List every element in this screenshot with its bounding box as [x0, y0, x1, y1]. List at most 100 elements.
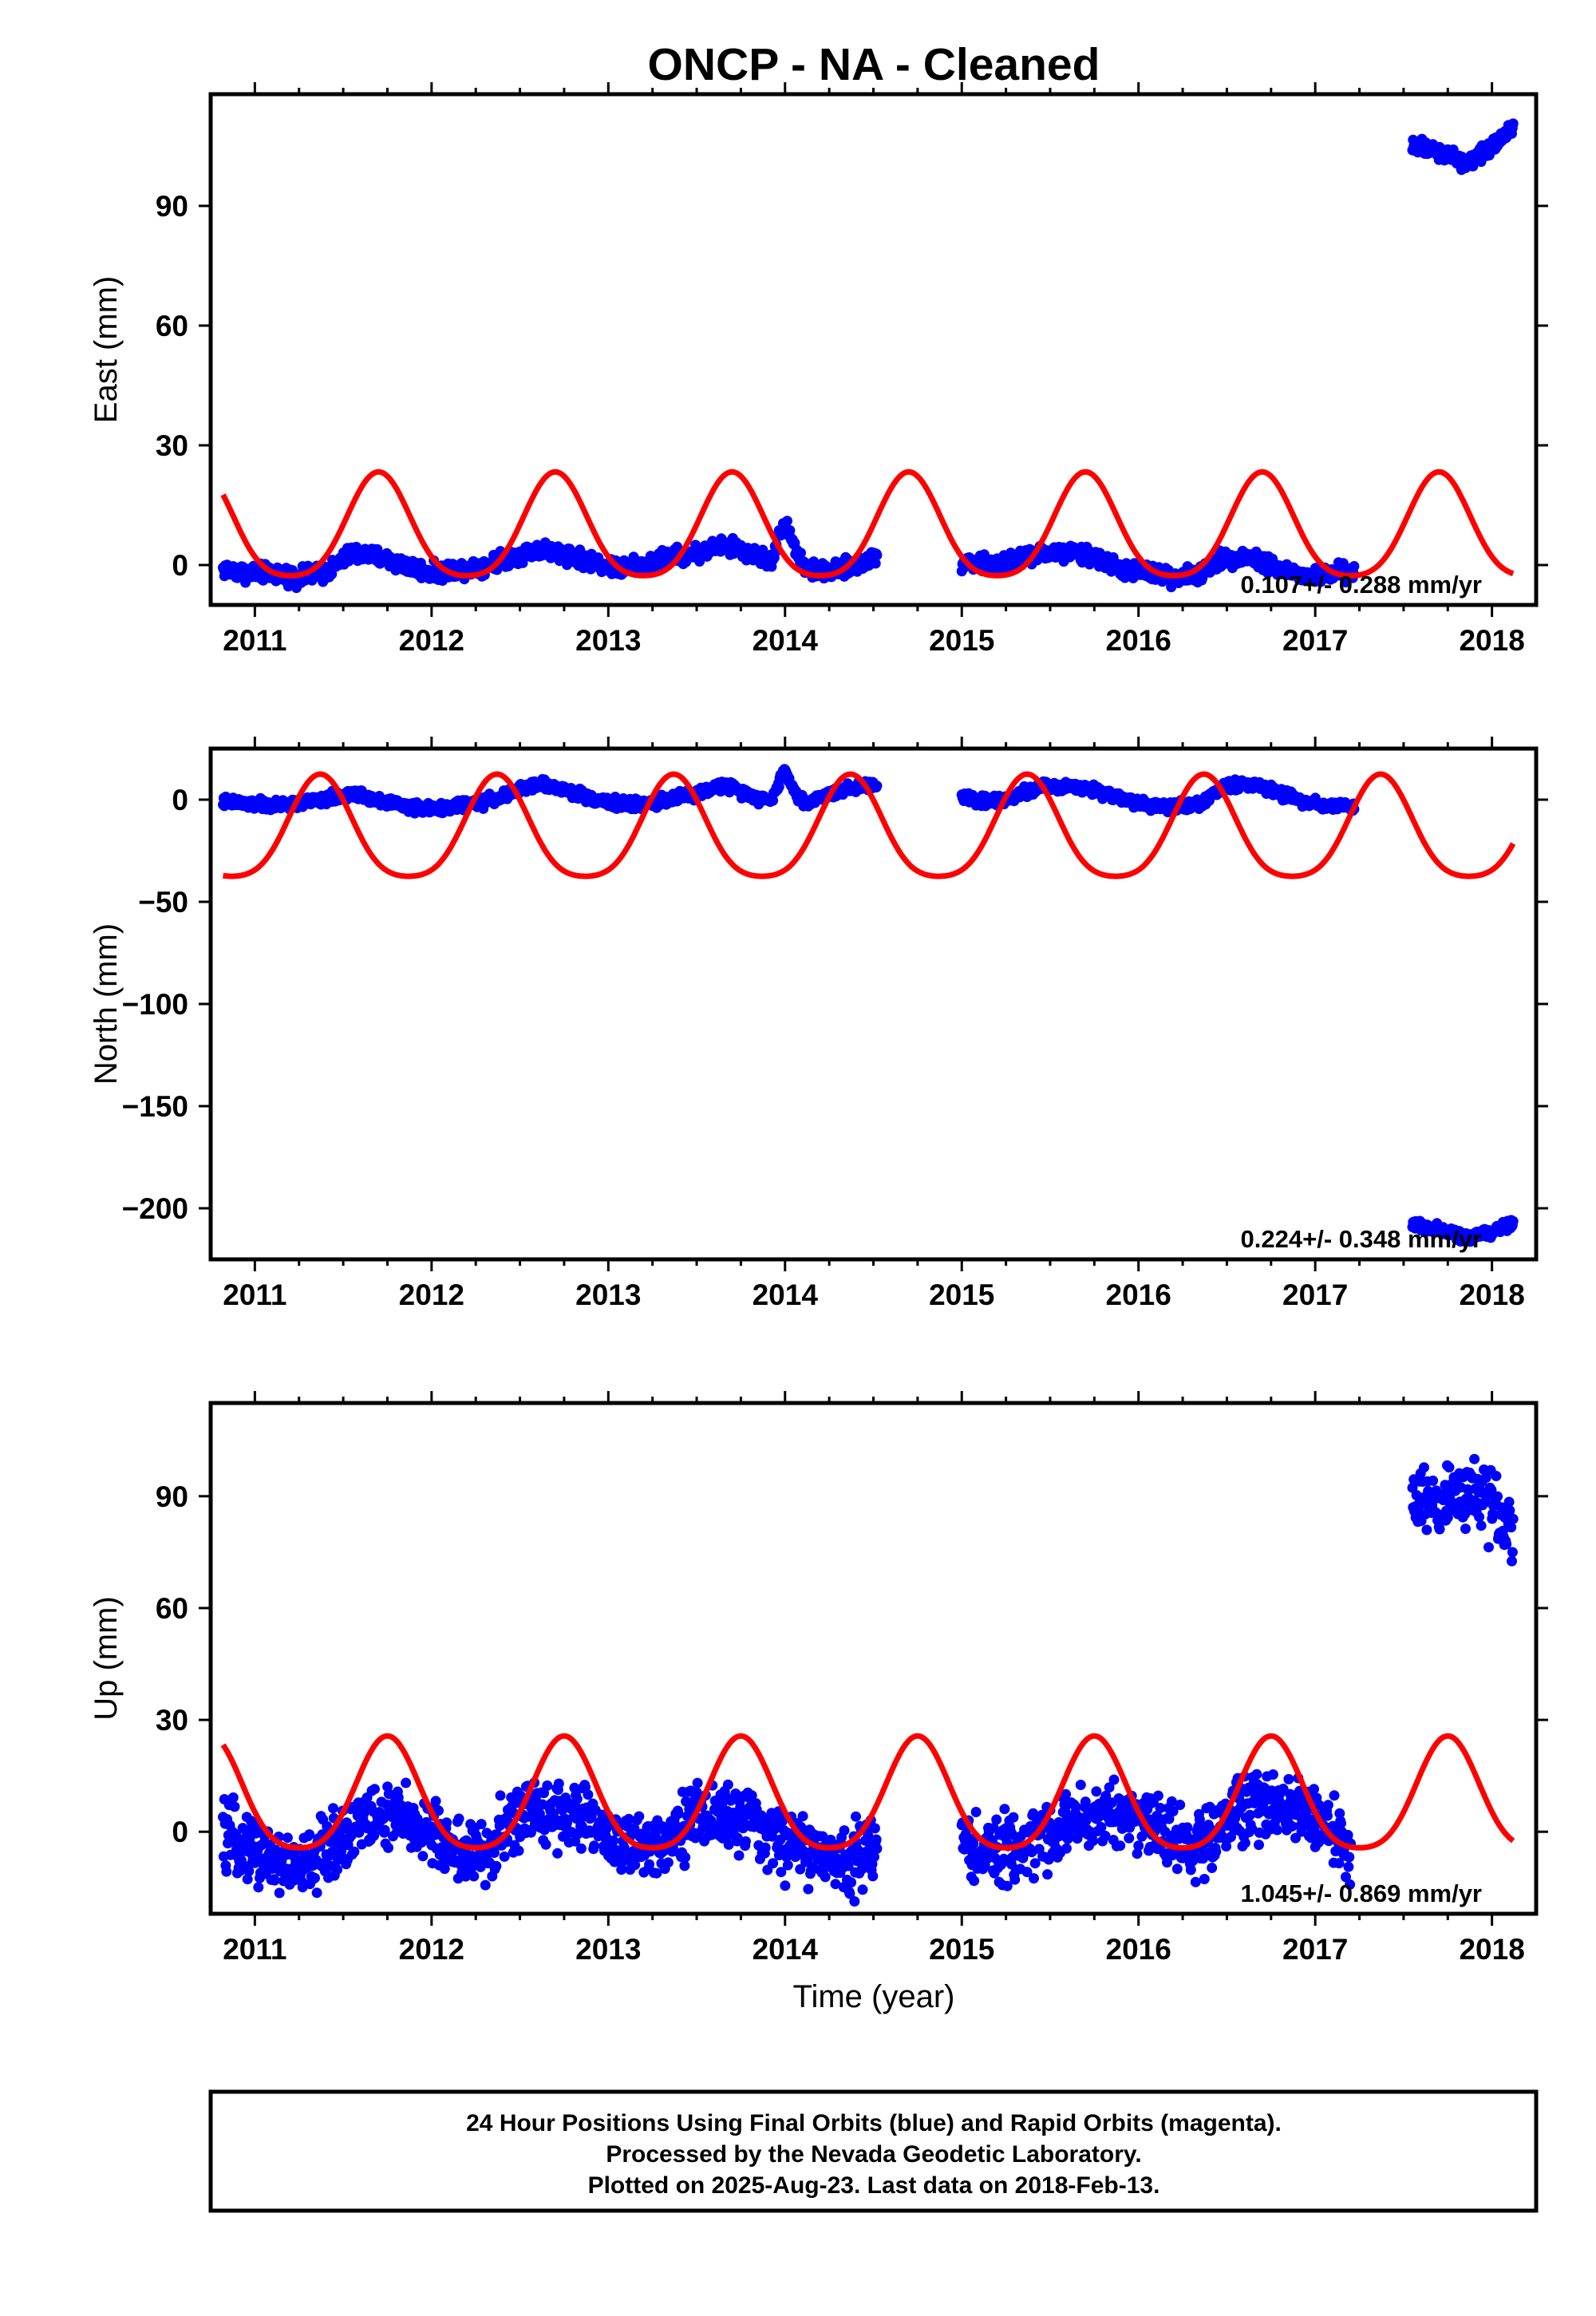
data-point [243, 1866, 255, 1876]
data-point [1008, 1812, 1019, 1823]
data-point [1267, 1769, 1278, 1780]
data-point [650, 1828, 661, 1839]
data-point [870, 558, 881, 569]
data-point [433, 1805, 444, 1816]
data-point [1009, 1874, 1021, 1885]
data-point [803, 1883, 814, 1895]
data-point [768, 1858, 779, 1869]
data-point [1251, 1769, 1262, 1780]
data-point [723, 1839, 734, 1850]
velocity-label: 0.224+/- 0.348 mm/yr [1241, 1225, 1482, 1253]
y-tick-label: 0 [172, 549, 188, 582]
data-point [797, 1811, 808, 1822]
data-point [1061, 1788, 1072, 1800]
data-point [379, 1824, 390, 1836]
data-point [1088, 1836, 1099, 1847]
data-point [227, 1792, 239, 1803]
data-point [583, 1789, 594, 1800]
data-point [537, 1799, 548, 1810]
x-tick-label: 2016 [1106, 1279, 1171, 1311]
x-tick-label: 2013 [575, 1279, 641, 1311]
data-point [644, 1859, 655, 1870]
data-point [1244, 1809, 1255, 1820]
data-point [680, 1852, 691, 1863]
data-point [439, 1863, 450, 1875]
data-point [231, 1829, 242, 1840]
up-panel: 2011 2012 2013 2014 2015 2016 2017 20180306090U… [89, 1391, 1548, 1966]
y-tick-label: 60 [156, 310, 188, 342]
data-point [1100, 1790, 1112, 1801]
data-point [589, 1840, 600, 1852]
data-point [1254, 1840, 1264, 1851]
x-tick-label: 2014 [753, 624, 819, 657]
data-point [412, 1813, 423, 1824]
x-tick-label: 2013 [575, 624, 641, 657]
data-point [1115, 1840, 1126, 1852]
data-point [756, 1810, 767, 1821]
north-panel: 2011 2012 2013 2014 2015 2016 2017 20180−50−100… [89, 737, 1548, 1311]
data-point [1349, 561, 1360, 571]
data-point [304, 1829, 315, 1840]
data-point [1029, 1873, 1039, 1884]
data-point [830, 1879, 841, 1890]
data-point [1271, 1814, 1282, 1824]
data-point [863, 1830, 874, 1841]
data-point [1070, 1801, 1081, 1812]
data-point [760, 1842, 771, 1853]
data-point [499, 1851, 510, 1862]
data-point [1197, 572, 1208, 583]
x-tick-label: 2015 [929, 1279, 994, 1311]
y-tick-label: 30 [156, 429, 188, 462]
data-point [733, 1850, 745, 1861]
data-point [441, 1817, 452, 1828]
data-point [1221, 1841, 1232, 1852]
data-point [857, 1884, 868, 1895]
x-tick-label: 2012 [399, 1279, 464, 1311]
data-point [1091, 1786, 1102, 1797]
data-point [871, 781, 883, 792]
model-curve [222, 771, 1516, 879]
data-point [369, 1784, 380, 1795]
data-point [1108, 1774, 1120, 1785]
data-point [730, 1788, 741, 1799]
x-tick-label: 2011 [223, 1279, 286, 1311]
data-point [253, 1882, 264, 1893]
data-point [453, 1813, 464, 1824]
data-point [1175, 1800, 1186, 1810]
data-point [1075, 1780, 1086, 1790]
final-orbit-points [218, 764, 1519, 1247]
data-point [1166, 1796, 1177, 1807]
data-point [1132, 1848, 1143, 1860]
east-panel: 2011 2012 2013 2014 2015 2016 2017 20180306090E… [89, 82, 1548, 657]
y-tick-label: −200 [122, 1192, 188, 1225]
data-point [429, 1829, 440, 1840]
data-point [867, 1871, 879, 1882]
velocity-label: 0.107+/- 0.288 mm/yr [1241, 571, 1482, 599]
data-point [542, 1780, 553, 1791]
data-point [1207, 1863, 1218, 1873]
data-point [839, 1825, 850, 1836]
data-point [476, 1819, 487, 1830]
data-point [782, 1860, 793, 1871]
data-point [575, 1843, 587, 1854]
x-tick-label: 2012 [399, 624, 464, 657]
data-point [430, 1796, 441, 1807]
data-point [525, 1827, 536, 1838]
data-point [1507, 118, 1519, 129]
y-axis-label: North (mm) [89, 923, 124, 1085]
data-point [221, 1866, 232, 1877]
y-tick-label: −50 [138, 886, 188, 919]
data-point [692, 1777, 703, 1788]
y-tick-label: −100 [122, 988, 188, 1021]
x-tick-label: 2017 [1282, 624, 1348, 657]
data-point [553, 1778, 564, 1789]
data-point [401, 1777, 412, 1788]
data-point [846, 1877, 857, 1888]
data-point [572, 1828, 583, 1840]
data-point [1096, 1822, 1107, 1832]
data-point [869, 1823, 880, 1834]
data-point [269, 1875, 280, 1886]
data-point [651, 1867, 662, 1879]
data-point [229, 1801, 240, 1812]
data-point [311, 1887, 322, 1899]
